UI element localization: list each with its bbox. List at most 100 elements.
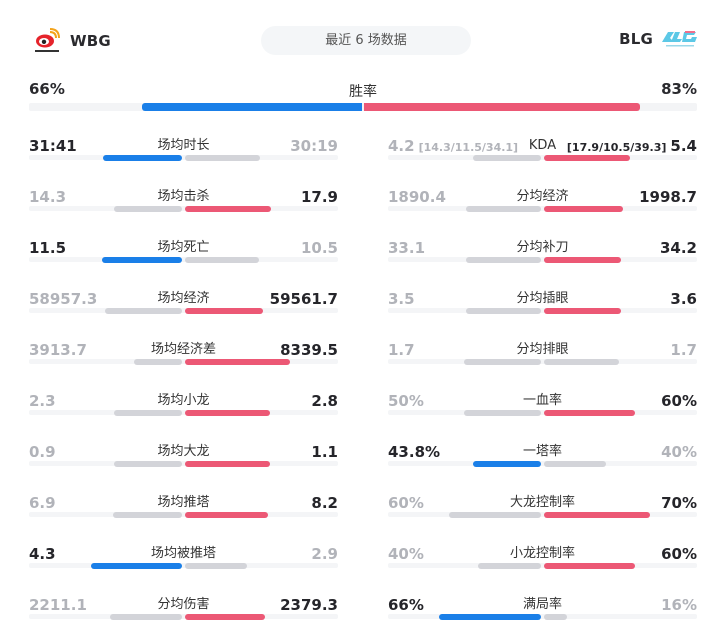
stat-row: 14.3 场均击杀 17.9 (29, 187, 338, 238)
stat-left-bar (473, 461, 541, 467)
stat-left-bar (448, 512, 541, 518)
stat-right-value: 60% (661, 391, 697, 411)
stat-left-bar (465, 257, 541, 263)
stat-left-number: 14.3 (29, 188, 67, 206)
team-right-name: BLG (619, 30, 653, 48)
stat-track (29, 308, 338, 313)
stat-right-bar (544, 155, 631, 161)
stat-right-bar (185, 155, 261, 161)
stat-left-value: 58957.3 (29, 289, 97, 309)
stat-row: 50% 一血率 60% (388, 391, 697, 442)
stat-left-value: 40% (388, 544, 424, 564)
stat-right-bar (544, 410, 635, 416)
stat-track (388, 410, 697, 415)
stat-left-bar (134, 359, 182, 365)
stat-label: 场均被推塔 (150, 546, 216, 561)
blg-logo-icon (660, 28, 700, 50)
stat-label: 场均推塔 (157, 495, 210, 510)
stat-left-value: 1890.4 (388, 187, 446, 207)
stat-row: 58957.3 场均经济 59561.7 (29, 289, 338, 340)
stat-left-bar (112, 512, 182, 518)
stat-right-number: 1.7 (670, 341, 697, 359)
stat-track (388, 359, 697, 364)
stat-row: 40% 小龙控制率 60% (388, 544, 697, 595)
stat-right-number: 8339.5 (280, 341, 338, 359)
stat-right-bar (185, 461, 270, 467)
stat-right-value: 10.5 (301, 238, 338, 258)
stat-track (29, 359, 338, 364)
stat-right-value: 1.7 (670, 340, 697, 360)
stat-track (388, 614, 697, 619)
stat-track (388, 461, 697, 466)
winrate-right-bar (364, 103, 640, 111)
stat-left-value: 33.1 (388, 238, 425, 258)
stat-left-value: 2.3 (29, 391, 56, 411)
winrate-left-bar (142, 103, 362, 111)
stat-track (29, 563, 338, 568)
stat-left-number: 2211.1 (29, 596, 87, 614)
stat-track (388, 308, 697, 313)
stat-row: 11.5 场均死亡 10.5 (29, 238, 338, 289)
stat-left-value: 43.8% (388, 442, 440, 462)
stat-right-value: 1998.7 (639, 187, 697, 207)
team-right[interactable]: BLG (619, 28, 700, 50)
stat-track (388, 257, 697, 262)
stat-label: 场均大龙 (157, 444, 210, 459)
stat-label: 分均伤害 (157, 597, 210, 612)
stat-left-value: 3913.7 (29, 340, 87, 360)
stat-right-value: 40% (661, 442, 697, 462)
stat-left-number: 33.1 (388, 239, 426, 257)
stat-left-number: 50% (388, 392, 424, 410)
stat-row: 66% 满局率 16% (388, 595, 697, 639)
stat-row: 0.9 场均大龙 1.1 (29, 442, 338, 493)
winrate-label: 胜率 (349, 84, 377, 100)
stat-left-bar (105, 308, 182, 314)
stat-track (29, 257, 338, 262)
stat-right-bar (544, 206, 623, 212)
stat-left-number: 40% (388, 545, 424, 563)
stat-left-value: 60% (388, 493, 424, 513)
period-selector[interactable]: 最近 6 场数据 (261, 26, 471, 55)
stat-left-number: 0.9 (29, 443, 56, 461)
stat-row: 43.8% 一塔率 40% (388, 442, 697, 493)
stat-left-number: 4.3 (29, 545, 56, 563)
stat-right-value: 17.9 (301, 187, 338, 207)
stat-row: 2211.1 分均伤害 2379.3 (29, 595, 338, 639)
winrate-track (29, 103, 697, 111)
stat-left-value: 4.2 [14.3/11.5/34.1] (388, 136, 518, 158)
stat-right-number: 59561.7 (269, 290, 338, 308)
stat-right-bar (185, 359, 290, 365)
stat-left-number: 60% (388, 494, 424, 512)
stat-left-bar (114, 410, 182, 416)
stat-right-value: 2.9 (311, 544, 338, 564)
stat-left-bar (464, 359, 541, 365)
stat-left-value: 31:41 (29, 136, 77, 156)
stat-right-number: 17.9 (300, 188, 338, 206)
stat-right-value: 1.1 (311, 442, 338, 462)
stat-left-number: 66% (388, 596, 424, 614)
stat-track (388, 206, 697, 211)
stat-right-number: 2379.3 (280, 596, 338, 614)
stat-right-value: 59561.7 (270, 289, 338, 309)
stat-left-number: 1.7 (388, 341, 415, 359)
stat-right-value: 8.2 (311, 493, 338, 513)
stat-left-number: 3913.7 (29, 341, 87, 359)
stat-left-number: 31:41 (29, 137, 77, 155)
stat-row: 2.3 场均小龙 2.8 (29, 391, 338, 442)
stat-right-value: 2.8 (311, 391, 338, 411)
stat-right-number: 60% (661, 392, 697, 410)
team-left[interactable]: WBG (33, 28, 111, 54)
stat-row: 33.1 分均补刀 34.2 (388, 238, 697, 289)
stat-left-bar (439, 614, 541, 620)
stat-right-bar (185, 410, 270, 416)
stat-track (29, 614, 338, 619)
stat-right-bar (185, 563, 247, 569)
stat-left-number: 3.5 (388, 290, 415, 308)
stat-right-number: 40% (661, 443, 697, 461)
stat-track (29, 206, 338, 211)
stat-label: 分均经济 (516, 189, 569, 204)
stat-right-value: 16% (661, 595, 697, 615)
winrate-row: 66% 胜率 83% (29, 80, 697, 112)
stat-track (29, 512, 338, 517)
stat-row: 6.9 场均推塔 8.2 (29, 493, 338, 544)
